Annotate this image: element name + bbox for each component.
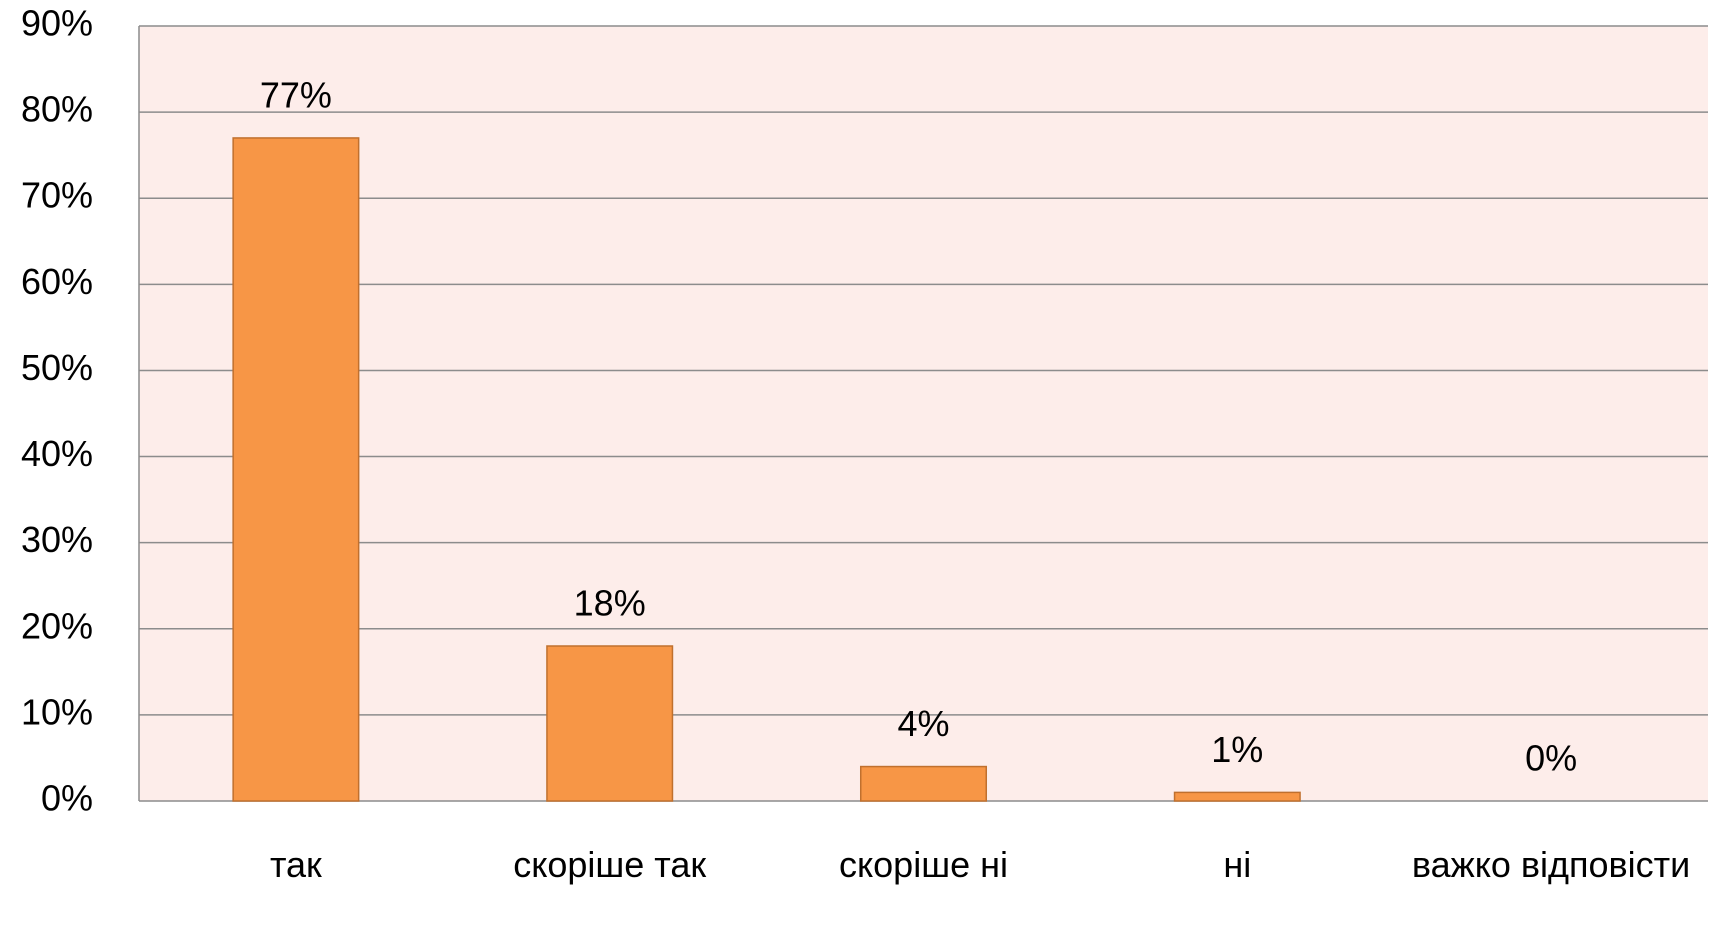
data-label: 4% xyxy=(897,703,949,744)
y-tick-label: 10% xyxy=(21,691,93,732)
y-tick-label: 40% xyxy=(21,433,93,474)
bar xyxy=(546,645,674,802)
y-tick-label: 90% xyxy=(21,3,93,44)
y-tick-label: 0% xyxy=(41,778,93,819)
data-label: 77% xyxy=(260,74,332,115)
y-tick-label: 30% xyxy=(21,519,93,560)
x-tick-label: важко відповісти xyxy=(1411,844,1691,885)
y-tick-label: 60% xyxy=(21,261,93,302)
plot-area xyxy=(139,26,1708,801)
y-tick-label: 50% xyxy=(21,347,93,388)
bar xyxy=(232,137,360,802)
y-tick-label: 80% xyxy=(21,89,93,130)
y-tick-label: 20% xyxy=(21,605,93,646)
data-label: 0% xyxy=(1525,738,1577,779)
data-label: 18% xyxy=(574,583,646,624)
x-tick-label: скоріше так xyxy=(513,844,707,885)
x-tick-label: так xyxy=(269,844,322,885)
bar xyxy=(1173,791,1301,802)
x-tick-label: ні xyxy=(1223,844,1252,885)
x-tick-label: скоріше ні xyxy=(839,844,1008,885)
bar xyxy=(859,765,988,802)
data-label: 1% xyxy=(1211,729,1263,770)
y-tick-label: 70% xyxy=(21,175,93,216)
